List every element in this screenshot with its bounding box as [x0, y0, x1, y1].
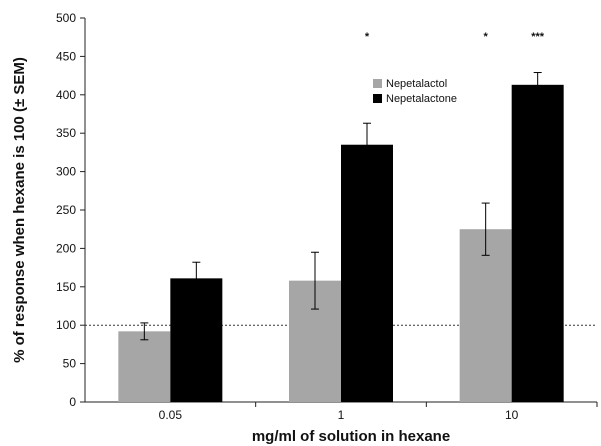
y-tick-label: 450 [56, 49, 76, 63]
x-axis-label: mg/ml of solution in hexane [252, 428, 450, 445]
bar-nepetalactone-1 [341, 144, 393, 402]
y-tick-label: 500 [56, 11, 76, 25]
bar-nepetalactol-0.05 [118, 331, 171, 402]
significance-markers: * * *** [365, 31, 545, 43]
x-tick-label: 0.05 [159, 408, 183, 422]
x-tick-label: 1 [338, 408, 345, 422]
legend: Nepetalactol Nepetalactone [373, 78, 457, 105]
legend-swatch-nepetalactol [373, 79, 382, 88]
y-tick-label: 250 [56, 203, 76, 217]
y-axis-ticks: 0 50 100 150 200 250 300 350 400 450 500 [56, 11, 85, 409]
significance-marker: * [365, 31, 370, 43]
x-axis-ticks: 0.05 1 10 [159, 408, 519, 422]
y-tick-label: 200 [56, 241, 76, 255]
y-tick-label: 350 [56, 126, 76, 140]
bar-nepetalactone-10 [511, 84, 564, 402]
x-tick-label: 10 [505, 408, 519, 422]
y-tick-label: 0 [69, 395, 76, 409]
legend-swatch-nepetalactone [373, 94, 382, 103]
y-tick-label: 300 [56, 165, 76, 179]
bars [118, 72, 598, 407]
bar-nepetalactol-10 [459, 229, 512, 402]
y-tick-label: 100 [56, 318, 76, 332]
y-tick-label: 50 [63, 357, 77, 371]
legend-label-nepetalactol: Nepetalactol [386, 78, 447, 90]
y-axis-label: % of response when hexane is 100 (± SEM) [11, 57, 28, 363]
y-tick-label: 150 [56, 280, 76, 294]
legend-label-nepetalactone: Nepetalactone [386, 93, 457, 105]
significance-marker: * [484, 31, 489, 43]
bar-nepetalactone-0.05 [170, 278, 223, 402]
significance-marker: *** [531, 31, 545, 43]
y-tick-label: 400 [56, 88, 76, 102]
